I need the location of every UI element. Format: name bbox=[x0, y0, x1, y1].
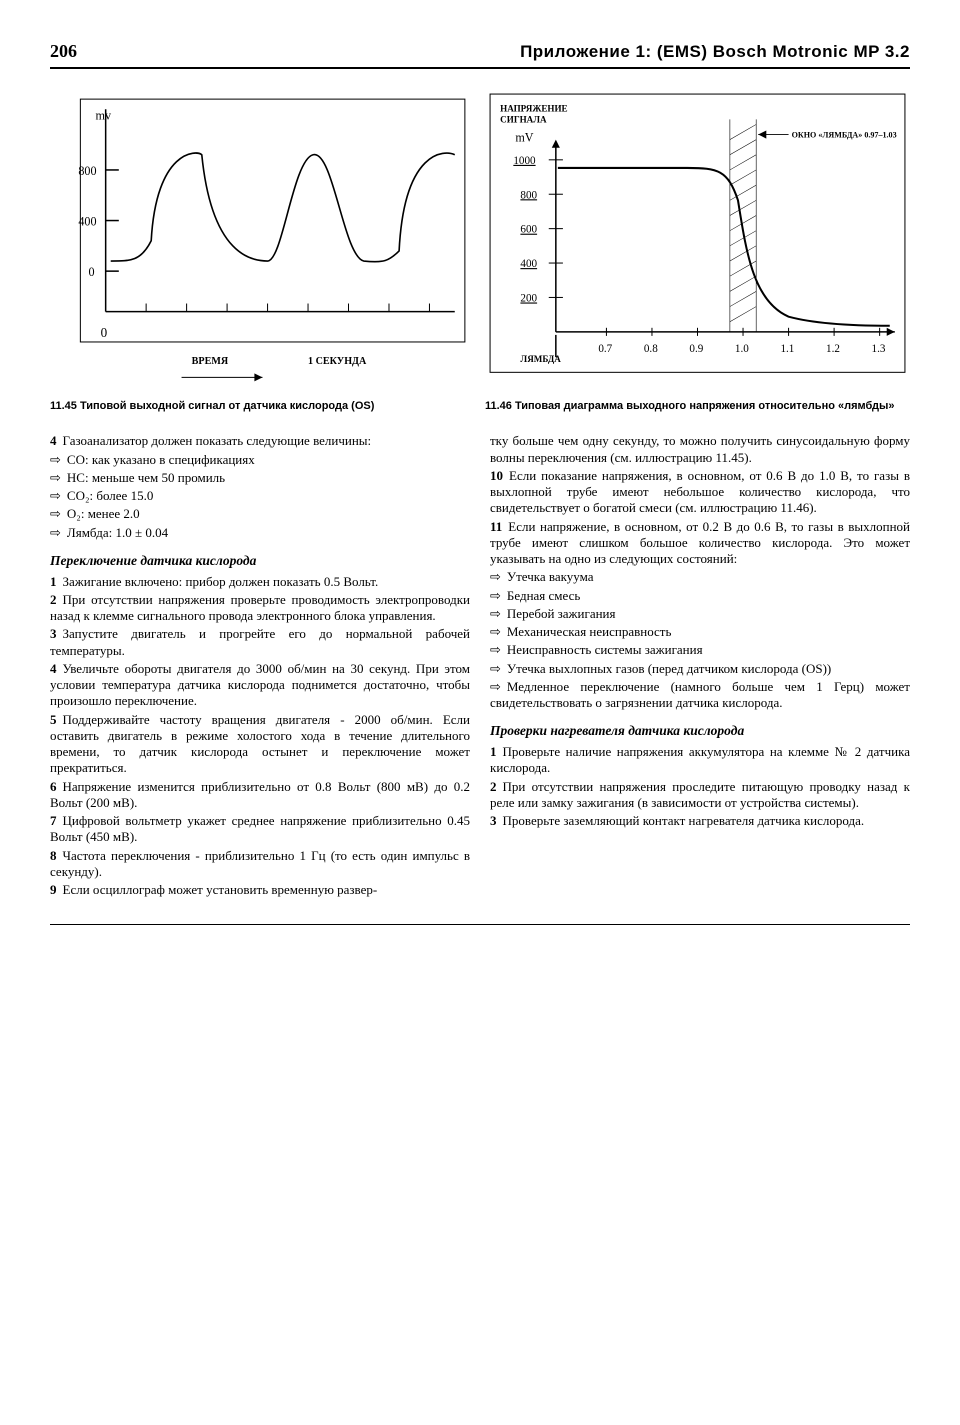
signal-label-2: СИГНАЛА bbox=[500, 114, 547, 124]
xt-10: 1.0 bbox=[735, 343, 749, 355]
figure-1145: mv 800 400 0 0 ВРЕМЯ 1 СЕКУНДА bbox=[50, 89, 475, 414]
heater-item-2: 2При отсутствии напряжения проследите пи… bbox=[490, 779, 910, 812]
bottom-divider bbox=[50, 924, 910, 925]
lambda-window-label: ОКНО «ЛЯМБДА» 0.97–1.03 bbox=[792, 130, 897, 139]
one-second-label: 1 СЕКУНДА bbox=[308, 356, 367, 367]
left-item-5: 5Поддерживайте частоту вращения двигател… bbox=[50, 712, 470, 777]
figure-1145-caption: 11.45 Типовой выходной сигнал от датчика… bbox=[50, 400, 475, 413]
ytick-400b: 400 bbox=[520, 258, 537, 270]
left-item-1: 1Зажигание включено: прибор должен показ… bbox=[50, 574, 470, 590]
y-unit: mv bbox=[96, 108, 112, 122]
bullet-b-3: Механическая неисправность bbox=[490, 624, 910, 640]
item-4-lead: 4Газоанализатор должен показать следующи… bbox=[50, 433, 470, 449]
xt-07: 0.7 bbox=[598, 343, 612, 355]
left-column: 4Газоанализатор должен показать следующи… bbox=[50, 433, 470, 900]
page-title: Приложение 1: (EMS) Bosch Motronic MP 3.… bbox=[520, 41, 910, 62]
bullet-a-2: CO₂: более 15.0 bbox=[50, 488, 470, 504]
page-header: 206 Приложение 1: (EMS) Bosch Motronic M… bbox=[50, 40, 910, 69]
figure-1146: НАПРЯЖЕНИЕ СИГНАЛА mV 1000 800 600 400 2… bbox=[485, 89, 910, 414]
left-item-8: 8Частота переключения - приблизительно 1… bbox=[50, 848, 470, 881]
bullet-b-0: Утечка вакуума bbox=[490, 569, 910, 585]
ytick-800: 800 bbox=[78, 164, 96, 178]
ytick-800b: 800 bbox=[520, 189, 537, 201]
x-label-lambda: ЛЯМБДА bbox=[520, 354, 561, 364]
item-4-lead-text: Газоанализатор должен показать следующие… bbox=[63, 433, 372, 448]
figures-row: mv 800 400 0 0 ВРЕМЯ 1 СЕКУНДА bbox=[50, 89, 910, 414]
bullet-b-2: Перебой зажигания bbox=[490, 606, 910, 622]
time-label: ВРЕМЯ bbox=[192, 356, 229, 367]
ytick-0: 0 bbox=[88, 265, 94, 279]
signal-label-1: НАПРЯЖЕНИЕ bbox=[500, 103, 567, 113]
heading-oxygen-switch: Переключение датчика кислорода bbox=[50, 553, 470, 570]
ytick-200: 200 bbox=[520, 292, 537, 304]
left-item-3: 3Запустите двигатель и прогрейте его до … bbox=[50, 626, 470, 659]
bullet-b-5: Утечка выхлопных газов (перед датчиком к… bbox=[490, 661, 910, 677]
bullet-b-1: Бедная смесь bbox=[490, 588, 910, 604]
page-number: 206 bbox=[50, 40, 77, 63]
bullet-b-6: Медленное переключение (намного больше ч… bbox=[490, 679, 910, 712]
figure-1146-caption: 11.46 Типовая диаграмма выходного напряж… bbox=[485, 400, 910, 413]
bullet-a-1: HC: меньше чем 50 промиль bbox=[50, 470, 470, 486]
figure-1145-svg: mv 800 400 0 0 ВРЕМЯ 1 СЕКУНДА bbox=[50, 89, 475, 393]
bullet-a-3: O₂: менее 2.0 bbox=[50, 506, 470, 522]
y-unit-mv: mV bbox=[515, 130, 533, 144]
xt-13: 1.3 bbox=[872, 343, 886, 355]
bullet-a-0: CO: как указано в спецификациях bbox=[50, 452, 470, 468]
right-item-11: 11Если напряжение, в основном, от 0.2 В … bbox=[490, 519, 910, 568]
bullet-b-4: Неисправность системы зажигания bbox=[490, 642, 910, 658]
ytick-600: 600 bbox=[520, 223, 537, 235]
body-columns: 4Газоанализатор должен показать следующи… bbox=[50, 433, 910, 900]
heater-item-3: 3Проверьте заземляющий контакт нагревате… bbox=[490, 813, 910, 829]
left-item-7: 7Цифровой вольтметр укажет среднее напря… bbox=[50, 813, 470, 846]
xt-09: 0.9 bbox=[689, 343, 703, 355]
continuation-text: тку больше чем одну секунду, то можно по… bbox=[490, 433, 910, 466]
heading-heater-checks: Проверки нагревателя датчика кислорода bbox=[490, 723, 910, 740]
left-item-2: 2При отсутствии напряжения проверьте про… bbox=[50, 592, 470, 625]
heater-item-1: 1Проверьте наличие напряжения аккумулято… bbox=[490, 744, 910, 777]
xt-08: 0.8 bbox=[644, 343, 658, 355]
left-item-6: 6Напряжение изменится приблизительно от … bbox=[50, 779, 470, 812]
right-item-10: 10Если показание напряжения, в основном,… bbox=[490, 468, 910, 517]
figure-1146-svg: НАПРЯЖЕНИЕ СИГНАЛА mV 1000 800 600 400 2… bbox=[485, 89, 910, 393]
bullet-a-4: Лямбда: 1.0 ± 0.04 bbox=[50, 525, 470, 541]
ytick-400: 400 bbox=[78, 214, 96, 228]
xt-11: 1.1 bbox=[780, 343, 794, 355]
x-origin: 0 bbox=[101, 324, 108, 339]
left-item-9: 9Если осциллограф может установить време… bbox=[50, 882, 470, 898]
right-column: тку больше чем одну секунду, то можно по… bbox=[490, 433, 910, 900]
ytick-1000: 1000 bbox=[513, 154, 536, 166]
xt-12: 1.2 bbox=[826, 343, 840, 355]
left-item-4: 4Увеличьте обороты двигателя до 3000 об/… bbox=[50, 661, 470, 710]
